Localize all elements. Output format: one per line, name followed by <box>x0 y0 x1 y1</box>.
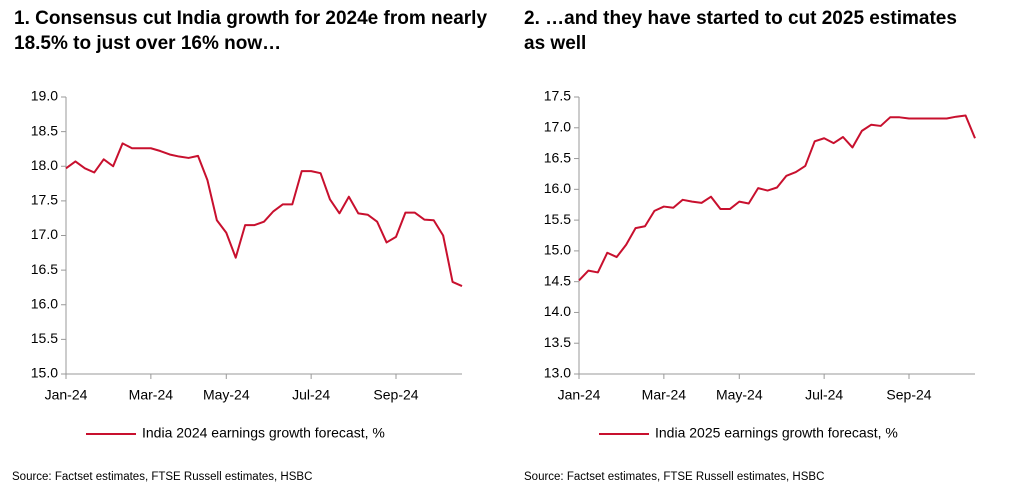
x-tick-label: Jan-24 <box>45 387 88 403</box>
data-line <box>65 142 463 287</box>
y-tick-label: 15.0 <box>31 365 58 381</box>
y-tick-label: 17.0 <box>544 118 571 134</box>
x-tick-label: May-24 <box>203 387 250 403</box>
y-tick-label: 17.5 <box>544 88 571 104</box>
y-tick-label: 18.5 <box>31 122 58 138</box>
y-tick-label: 18.0 <box>31 157 58 173</box>
y-tick-label: 15.0 <box>544 242 571 258</box>
y-tick-label: 13.0 <box>544 365 571 381</box>
chart-title: 2. …and they have started to cut 2025 es… <box>524 8 957 54</box>
y-tick-label: 14.5 <box>544 272 571 288</box>
source-note: Source: Factset estimates, FTSE Russell … <box>524 471 824 483</box>
y-tick-label: 15.5 <box>544 211 571 227</box>
x-tick-label: May-24 <box>716 387 763 403</box>
x-tick-label: Mar-24 <box>129 387 174 403</box>
legend-label: India 2025 earnings growth forecast, % <box>655 425 898 441</box>
y-tick-label: 14.0 <box>544 303 571 319</box>
y-tick-label: 16.5 <box>31 261 58 277</box>
x-tick-label: Sep-24 <box>886 387 931 403</box>
source-note: Source: Factset estimates, FTSE Russell … <box>12 471 312 483</box>
chart-title: 1. Consensus cut India growth for 2024e … <box>14 8 488 54</box>
x-tick-label: Sep-24 <box>373 387 418 403</box>
x-tick-label: Mar-24 <box>642 387 687 403</box>
y-tick-label: 17.5 <box>31 192 58 208</box>
y-tick-label: 13.5 <box>544 334 571 350</box>
x-tick-label: Jul-24 <box>805 387 843 403</box>
data-line <box>578 114 976 282</box>
y-tick-label: 19.0 <box>31 88 58 104</box>
y-tick-label: 17.0 <box>31 226 58 242</box>
y-tick-label: 15.5 <box>31 330 58 346</box>
x-tick-label: Jul-24 <box>292 387 330 403</box>
y-tick-label: 16.0 <box>544 180 571 196</box>
x-tick-label: Jan-24 <box>558 387 601 403</box>
y-tick-label: 16.5 <box>544 149 571 165</box>
y-tick-label: 16.0 <box>31 295 58 311</box>
legend-label: India 2024 earnings growth forecast, % <box>142 425 385 441</box>
